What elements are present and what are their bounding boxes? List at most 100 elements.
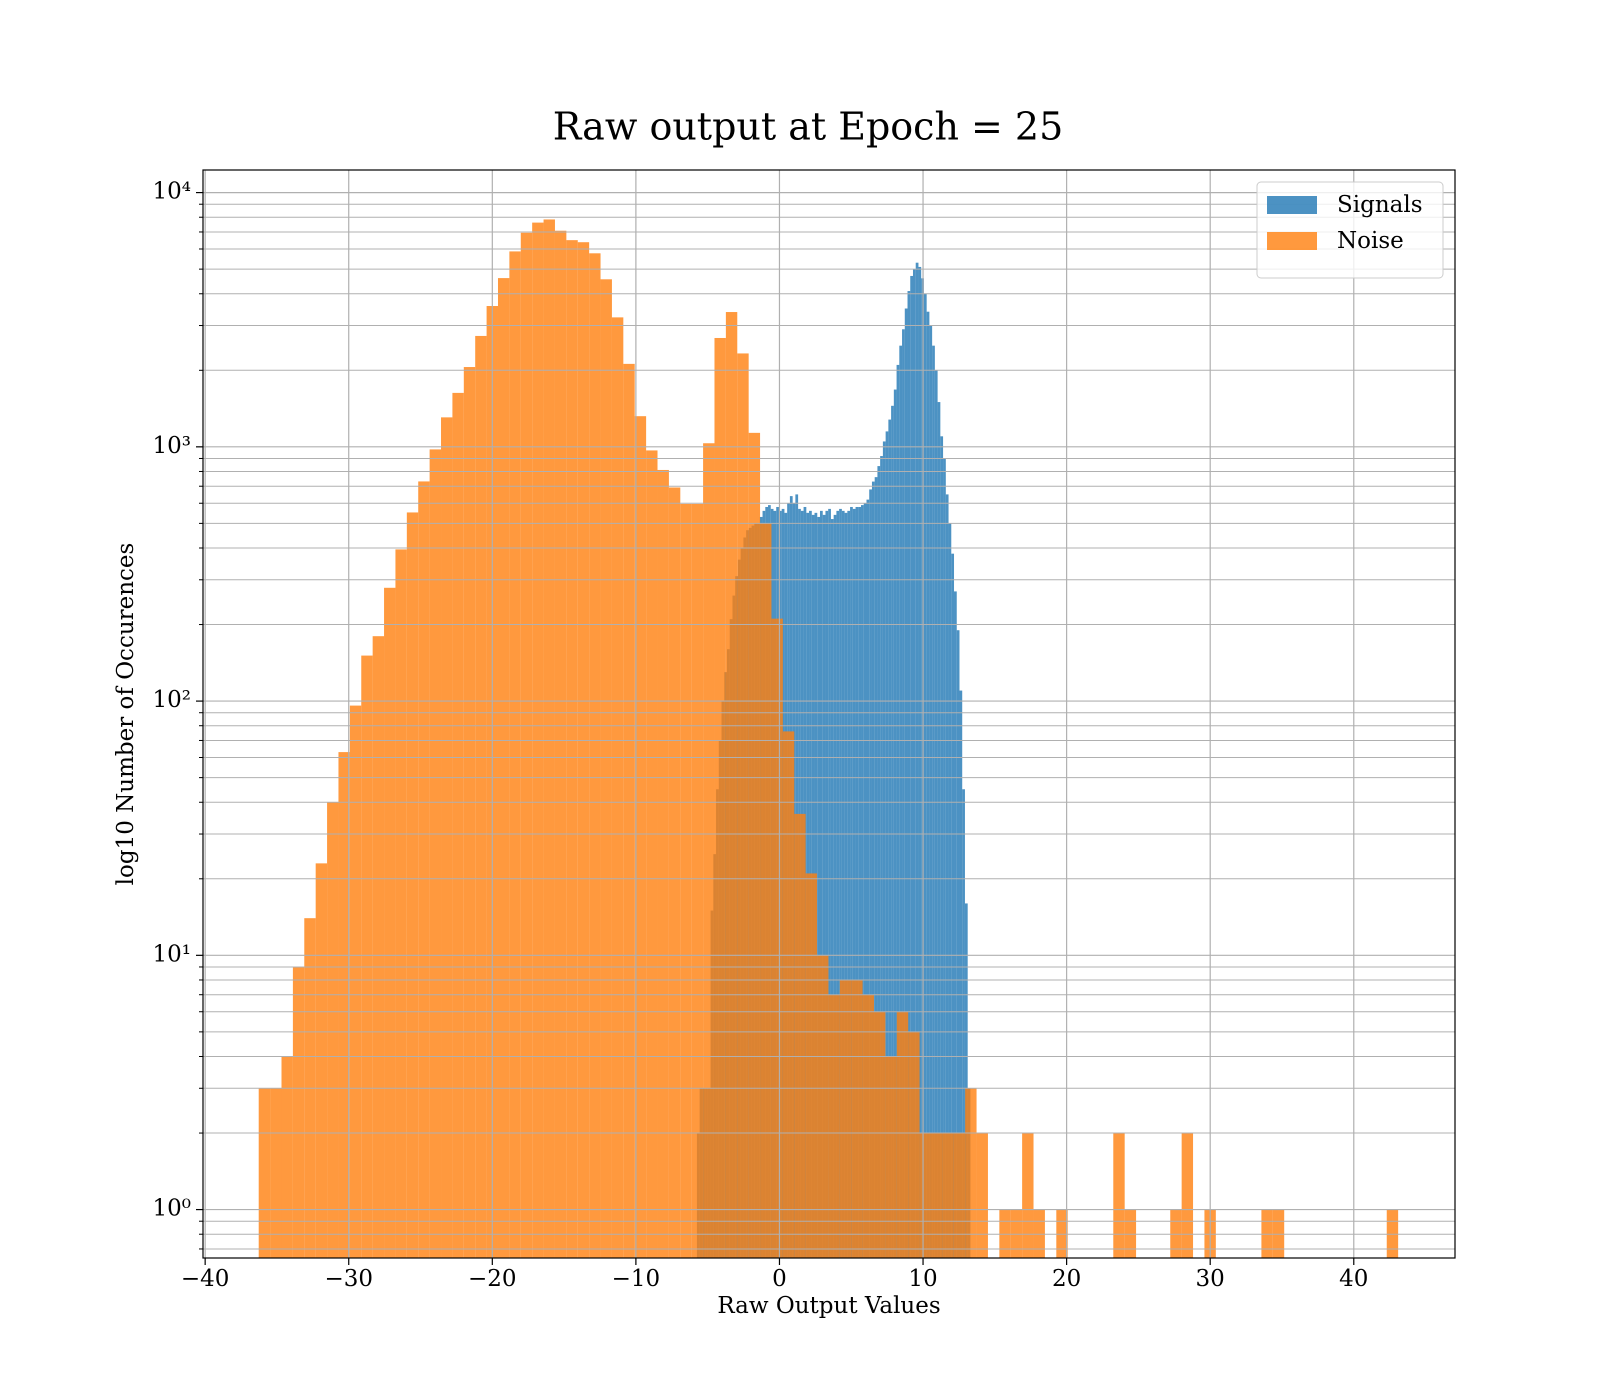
x-tick-label: 40 [1339, 1266, 1368, 1292]
histogram-bar [833, 514, 837, 1258]
histogram-bar [725, 312, 738, 1258]
histogram-bar [907, 291, 911, 1258]
histogram-bar [948, 523, 952, 1258]
histogram-bar [292, 966, 305, 1258]
histogram-bar [703, 443, 715, 1258]
histogram-bar [1022, 1133, 1034, 1258]
histogram-bar [841, 510, 845, 1258]
histogram-bar [877, 466, 881, 1258]
histogram-bar [830, 519, 834, 1258]
x-tick-label: −10 [612, 1266, 661, 1292]
histogram-bar [942, 1133, 954, 1258]
histogram-bar [418, 481, 430, 1258]
histogram-bar [737, 353, 749, 1258]
histogram-bar [543, 219, 555, 1258]
chart-title: Raw output at Epoch = 25 [553, 105, 1064, 149]
histogram-bar [361, 655, 373, 1258]
histogram-bar [668, 487, 681, 1258]
histogram-bar [953, 1133, 966, 1258]
histogram-bar [566, 240, 578, 1258]
histogram-bar [851, 979, 863, 1258]
histogram-bar [497, 278, 510, 1258]
histogram-bar [910, 275, 913, 1258]
histogram-bar [819, 510, 823, 1258]
histogram-bar [839, 508, 842, 1258]
histogram-bar [691, 503, 704, 1258]
histogram-bar [805, 873, 818, 1258]
x-tick-label: −20 [468, 1266, 517, 1292]
histogram-bar [817, 955, 829, 1258]
histogram-bar [452, 392, 464, 1258]
histogram-bar [520, 232, 533, 1258]
histogram-bar [327, 802, 339, 1258]
histogram-bar [270, 1088, 282, 1258]
x-tick-label: 10 [908, 1266, 937, 1292]
y-tick-label: 10² [153, 687, 192, 713]
histogram-bar [828, 508, 831, 1258]
histogram-bar [532, 222, 544, 1258]
x-tick-label: −30 [324, 1266, 373, 1292]
histogram-bar [930, 1133, 943, 1258]
histogram-bar [929, 325, 933, 1258]
grid [203, 170, 1455, 1258]
y-tick-label: 10⁴ [153, 179, 192, 205]
legend-swatch [1267, 232, 1317, 250]
histogram-bar [817, 516, 820, 1258]
histogram-bar [406, 512, 419, 1258]
axes: 10⁰ 10¹ 10² 10³ 10⁴ −40 −30 −20 −10 0 10 20 30 40 [153, 179, 1369, 1292]
histogram-bar [891, 405, 894, 1258]
histogram-bar [847, 510, 851, 1258]
histogram-bar [281, 1056, 293, 1258]
histogram-bar [315, 863, 328, 1258]
histogram-bar [874, 477, 878, 1258]
histogram-bar [951, 553, 955, 1258]
x-tick-label: 30 [1196, 1266, 1225, 1292]
histogram-bar [395, 549, 407, 1258]
histogram-bar [1181, 1133, 1194, 1258]
histogram-bar [896, 1011, 909, 1258]
histogram-bar [589, 253, 601, 1258]
histogram-bar [871, 481, 875, 1258]
histogram-bar [825, 510, 829, 1258]
histogram-bar [623, 363, 635, 1258]
histogram-bar [782, 731, 795, 1258]
histogram-bar [611, 317, 624, 1258]
histogram-bar [839, 979, 852, 1258]
histogram-bar [771, 618, 783, 1258]
histogram-bar [509, 251, 521, 1258]
histogram-bar [577, 242, 590, 1258]
histogram-bar [714, 337, 726, 1258]
x-tick-label: −40 [181, 1266, 230, 1292]
y-tick-label: 10⁰ [153, 1196, 192, 1222]
histogram-bar [304, 918, 316, 1258]
histogram-bar [945, 494, 949, 1258]
legend-swatch [1267, 196, 1317, 214]
histogram-bar [954, 591, 957, 1258]
histogram-bar [600, 279, 612, 1258]
histogram-bar [959, 690, 963, 1258]
histogram-bar [912, 269, 916, 1258]
histogram-bar [858, 506, 862, 1258]
x-axis-label: Raw Output Values [717, 1293, 940, 1319]
y-tick-label: 10³ [153, 433, 192, 459]
x-tick-label: 20 [1052, 1266, 1081, 1292]
histogram-bar [657, 469, 669, 1258]
histogram-bar [384, 587, 396, 1258]
histogram-bar [863, 503, 867, 1258]
histogram-bar [908, 1031, 920, 1258]
histogram-bar [862, 994, 875, 1258]
histogram-bar [904, 308, 908, 1258]
histogram-bar [934, 370, 938, 1258]
y-axis-label: log10 Number of Occurences [113, 543, 139, 886]
histogram-bar [828, 994, 840, 1258]
histogram-bar [874, 1011, 886, 1258]
histogram-bar [976, 1133, 988, 1258]
histogram-bar [926, 311, 930, 1258]
histogram-bar [888, 419, 892, 1258]
histogram-bar [794, 813, 806, 1258]
histogram-bar [850, 506, 853, 1258]
legend: Signals Noise [1256, 181, 1444, 279]
histogram-bar [965, 1088, 977, 1258]
